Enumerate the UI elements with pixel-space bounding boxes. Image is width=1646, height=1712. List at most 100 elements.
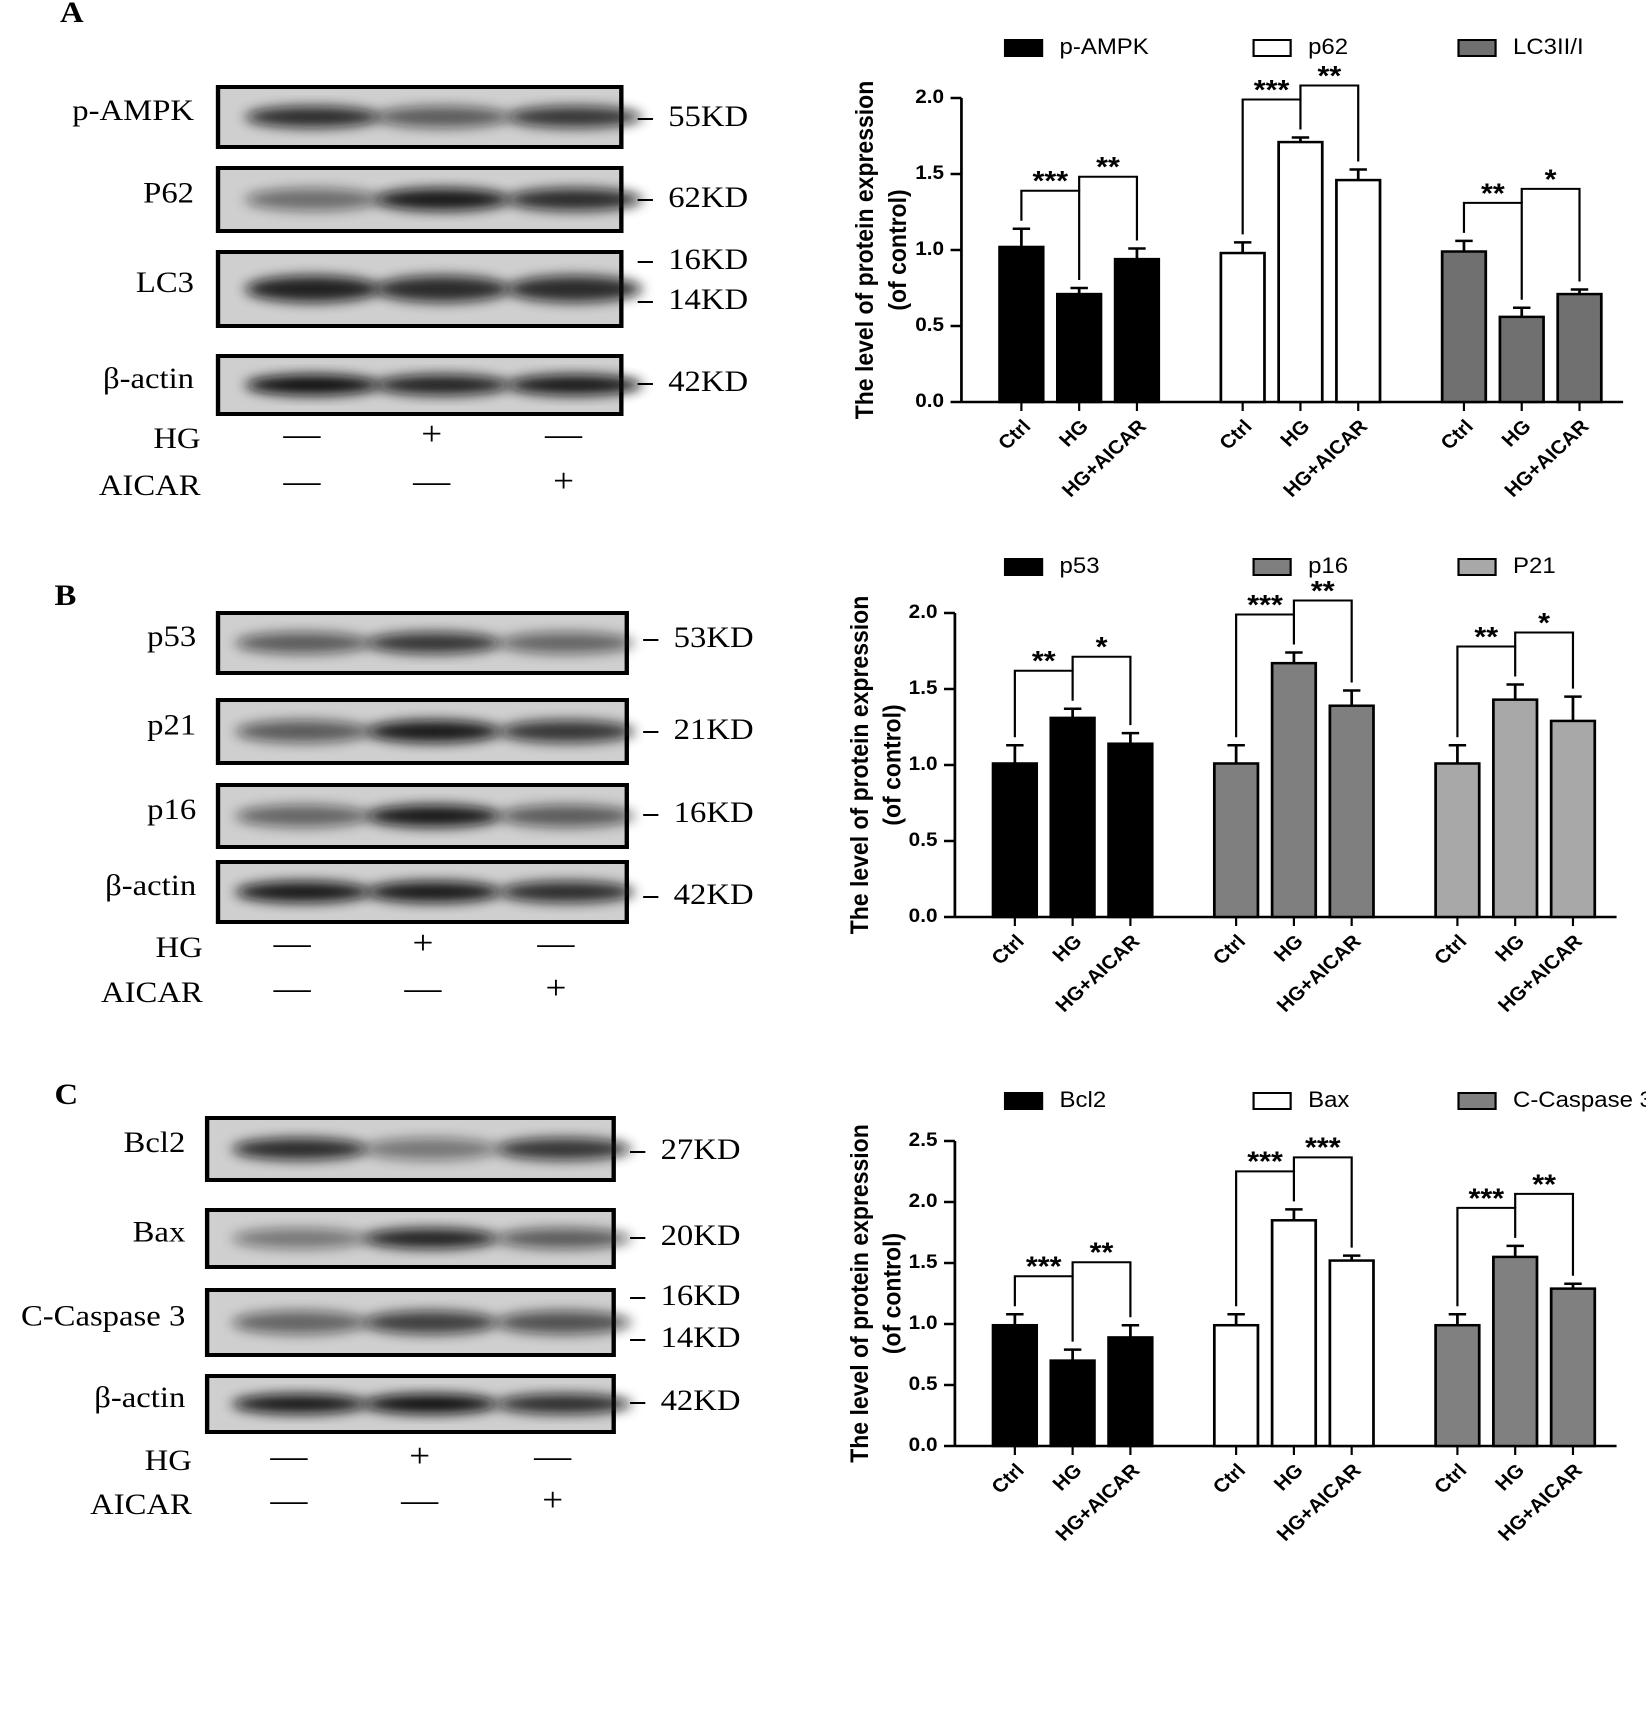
y-tick-label: 0.0 bbox=[909, 1435, 938, 1456]
blot-band bbox=[499, 881, 635, 903]
marker-label: 16KD bbox=[661, 1278, 741, 1311]
significance-label: ** bbox=[1096, 151, 1120, 183]
bar bbox=[1434, 762, 1481, 919]
blot-band bbox=[362, 1310, 499, 1335]
legend-swatch bbox=[1252, 39, 1292, 57]
blot-band bbox=[495, 1310, 632, 1335]
blot-label: β-actin bbox=[103, 361, 194, 394]
marker-label: 42KD bbox=[661, 1383, 741, 1416]
marker-label: 14KD bbox=[668, 282, 748, 315]
blot-label: Bax bbox=[133, 1215, 186, 1248]
legend-swatch bbox=[1003, 39, 1044, 57]
significance-label: *** bbox=[1247, 589, 1283, 621]
marker-label: 62KD bbox=[668, 180, 748, 213]
panel-letter: A bbox=[60, 0, 84, 29]
legend-swatch bbox=[1252, 1092, 1292, 1110]
treatment-sign: — bbox=[273, 923, 312, 961]
significance-bracket bbox=[1013, 1275, 1074, 1342]
significance-label: * bbox=[1096, 631, 1109, 663]
blot-band bbox=[366, 720, 502, 743]
significance-bracket bbox=[1462, 201, 1523, 300]
significance-label: *** bbox=[1254, 74, 1290, 106]
treatment-sign: + bbox=[542, 1480, 563, 1518]
bar bbox=[1549, 1287, 1597, 1448]
marker-label: 42KD bbox=[668, 364, 748, 397]
blot-band bbox=[374, 374, 511, 396]
marker-label: 27KD bbox=[661, 1132, 741, 1165]
legend-swatch bbox=[1252, 558, 1292, 576]
treatment-sign: + bbox=[553, 461, 574, 499]
y-tick-label: 1.5 bbox=[915, 163, 944, 184]
blot-band bbox=[506, 106, 643, 128]
blot-band bbox=[366, 632, 502, 654]
blot-band bbox=[495, 1393, 632, 1415]
y-axis-label: The level of protein expression bbox=[851, 81, 879, 420]
bar bbox=[1492, 1255, 1539, 1448]
significance-bracket bbox=[1013, 669, 1074, 738]
treatment-sign: — bbox=[282, 461, 321, 499]
y-axis-label: (of control) bbox=[879, 704, 907, 825]
blot-label: p53 bbox=[147, 619, 196, 652]
blot-label: β-actin bbox=[94, 1380, 185, 1413]
bar bbox=[1056, 292, 1103, 404]
significance-bracket bbox=[1078, 175, 1139, 241]
bar bbox=[1219, 251, 1266, 404]
legend-label: p62 bbox=[1308, 34, 1348, 59]
blot-band bbox=[506, 275, 643, 303]
blot-band bbox=[374, 188, 511, 211]
y-tick-label: 1.0 bbox=[909, 1313, 938, 1334]
y-tick-label: 1.0 bbox=[915, 239, 944, 260]
blot-band bbox=[235, 804, 371, 828]
significance-label: * bbox=[1538, 607, 1551, 639]
treatment-sign: — bbox=[403, 968, 442, 1006]
significance-label: ** bbox=[1032, 645, 1056, 677]
treatment-sign: + bbox=[412, 923, 433, 961]
y-tick-label: 1.0 bbox=[909, 754, 938, 775]
blot-band bbox=[366, 881, 502, 903]
treatment-sign: — bbox=[412, 461, 451, 499]
bar bbox=[1107, 742, 1154, 919]
legend-swatch bbox=[1003, 558, 1044, 576]
legend-swatch bbox=[1003, 1092, 1044, 1110]
treatment-sign: + bbox=[545, 968, 566, 1006]
treatment-sign: — bbox=[544, 414, 583, 452]
y-tick-label: 2.5 bbox=[909, 1130, 938, 1151]
treatment-label: AICAR bbox=[99, 468, 201, 501]
bar bbox=[1434, 1323, 1481, 1448]
significance-bracket bbox=[1071, 655, 1132, 726]
y-axis-label: (of control) bbox=[884, 189, 912, 310]
treatment-sign: — bbox=[269, 1480, 308, 1518]
bar bbox=[1328, 704, 1375, 919]
significance-bracket bbox=[1456, 645, 1517, 738]
y-tick-label: 0.5 bbox=[909, 1374, 938, 1395]
significance-bracket bbox=[1241, 98, 1302, 235]
blot-band bbox=[499, 720, 635, 743]
blot-band bbox=[499, 804, 635, 828]
significance-bracket bbox=[1235, 613, 1295, 738]
marker-label: 53KD bbox=[674, 620, 754, 653]
y-tick-label: 2.0 bbox=[915, 87, 944, 108]
significance-label: ** bbox=[1317, 60, 1341, 92]
significance-label: ** bbox=[1474, 621, 1498, 653]
blot-band bbox=[245, 188, 381, 211]
significance-bracket bbox=[1514, 631, 1575, 689]
bar bbox=[1049, 716, 1096, 919]
treatment-sign: — bbox=[282, 414, 321, 452]
legend-label: C-Caspase 3 bbox=[1513, 1087, 1646, 1112]
bar bbox=[1212, 762, 1260, 919]
blot-label: C-Caspase 3 bbox=[21, 1299, 185, 1332]
treatment-sign: — bbox=[273, 968, 312, 1006]
panel-letter: C bbox=[55, 1077, 79, 1110]
marker-label: 21KD bbox=[674, 712, 754, 745]
treatment-label: HG bbox=[153, 421, 200, 454]
blot-band bbox=[374, 275, 511, 303]
blot-label: p16 bbox=[147, 792, 196, 825]
bar bbox=[1492, 698, 1539, 919]
treatment-sign: + bbox=[421, 414, 442, 452]
bar bbox=[991, 762, 1039, 919]
treatment-label: HG bbox=[145, 1443, 192, 1476]
significance-label: ** bbox=[1481, 177, 1505, 209]
treatment-sign: + bbox=[409, 1436, 430, 1474]
blot-band bbox=[362, 1393, 499, 1415]
